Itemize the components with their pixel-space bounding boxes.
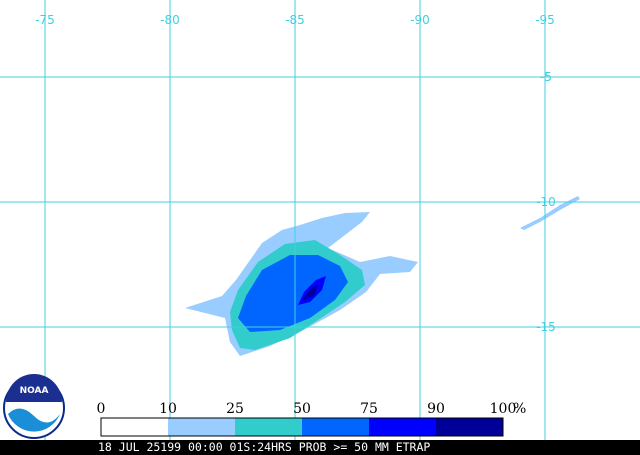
legend-swatch: [302, 418, 369, 436]
prob-90-100: [302, 284, 318, 300]
caption-bar: [0, 440, 640, 455]
legend: % 0 10 25 50 75 90 100: [97, 401, 526, 437]
legend-label: 50: [293, 401, 311, 417]
longitude-label: -85: [285, 13, 305, 27]
legend-label: 0: [97, 401, 106, 417]
caption: 18 JUL 25199 00:00 01S:24HRS PROB >= 50 …: [98, 440, 430, 454]
legend-swatch: [436, 418, 503, 436]
longitude-label: -80: [160, 13, 180, 27]
legend-label: 75: [360, 401, 378, 417]
legend-swatch: [168, 418, 235, 436]
prob-50-75: [238, 255, 348, 332]
prob-streak: [520, 196, 580, 230]
latitude-label: -15: [536, 320, 556, 334]
latitude-label: -5: [540, 70, 552, 84]
grid: [0, 0, 640, 440]
grid-labels: -75 -80 -85 -90 -95 -5 -10 -15: [35, 13, 556, 334]
longitude-label: -95: [535, 13, 555, 27]
legend-label: 10: [159, 401, 177, 417]
legend-swatch: [369, 418, 436, 436]
logo-text: NOAA: [20, 386, 49, 396]
legend-swatch: [101, 418, 168, 436]
noaa-logo: NOAA: [3, 374, 65, 439]
latitude-label: -10: [536, 195, 556, 209]
logo-top: [6, 374, 62, 402]
legend-label: 100: [490, 401, 517, 417]
logo-wave: [8, 408, 60, 432]
legend-unit: %: [513, 401, 526, 417]
legend-swatch: [235, 418, 302, 436]
legend-label: 25: [226, 401, 244, 417]
probability-field: [185, 196, 580, 356]
longitude-label: -75: [35, 13, 55, 27]
longitude-label: -90: [410, 13, 430, 27]
legend-frame: [100, 417, 504, 437]
legend-label: 90: [427, 401, 445, 417]
